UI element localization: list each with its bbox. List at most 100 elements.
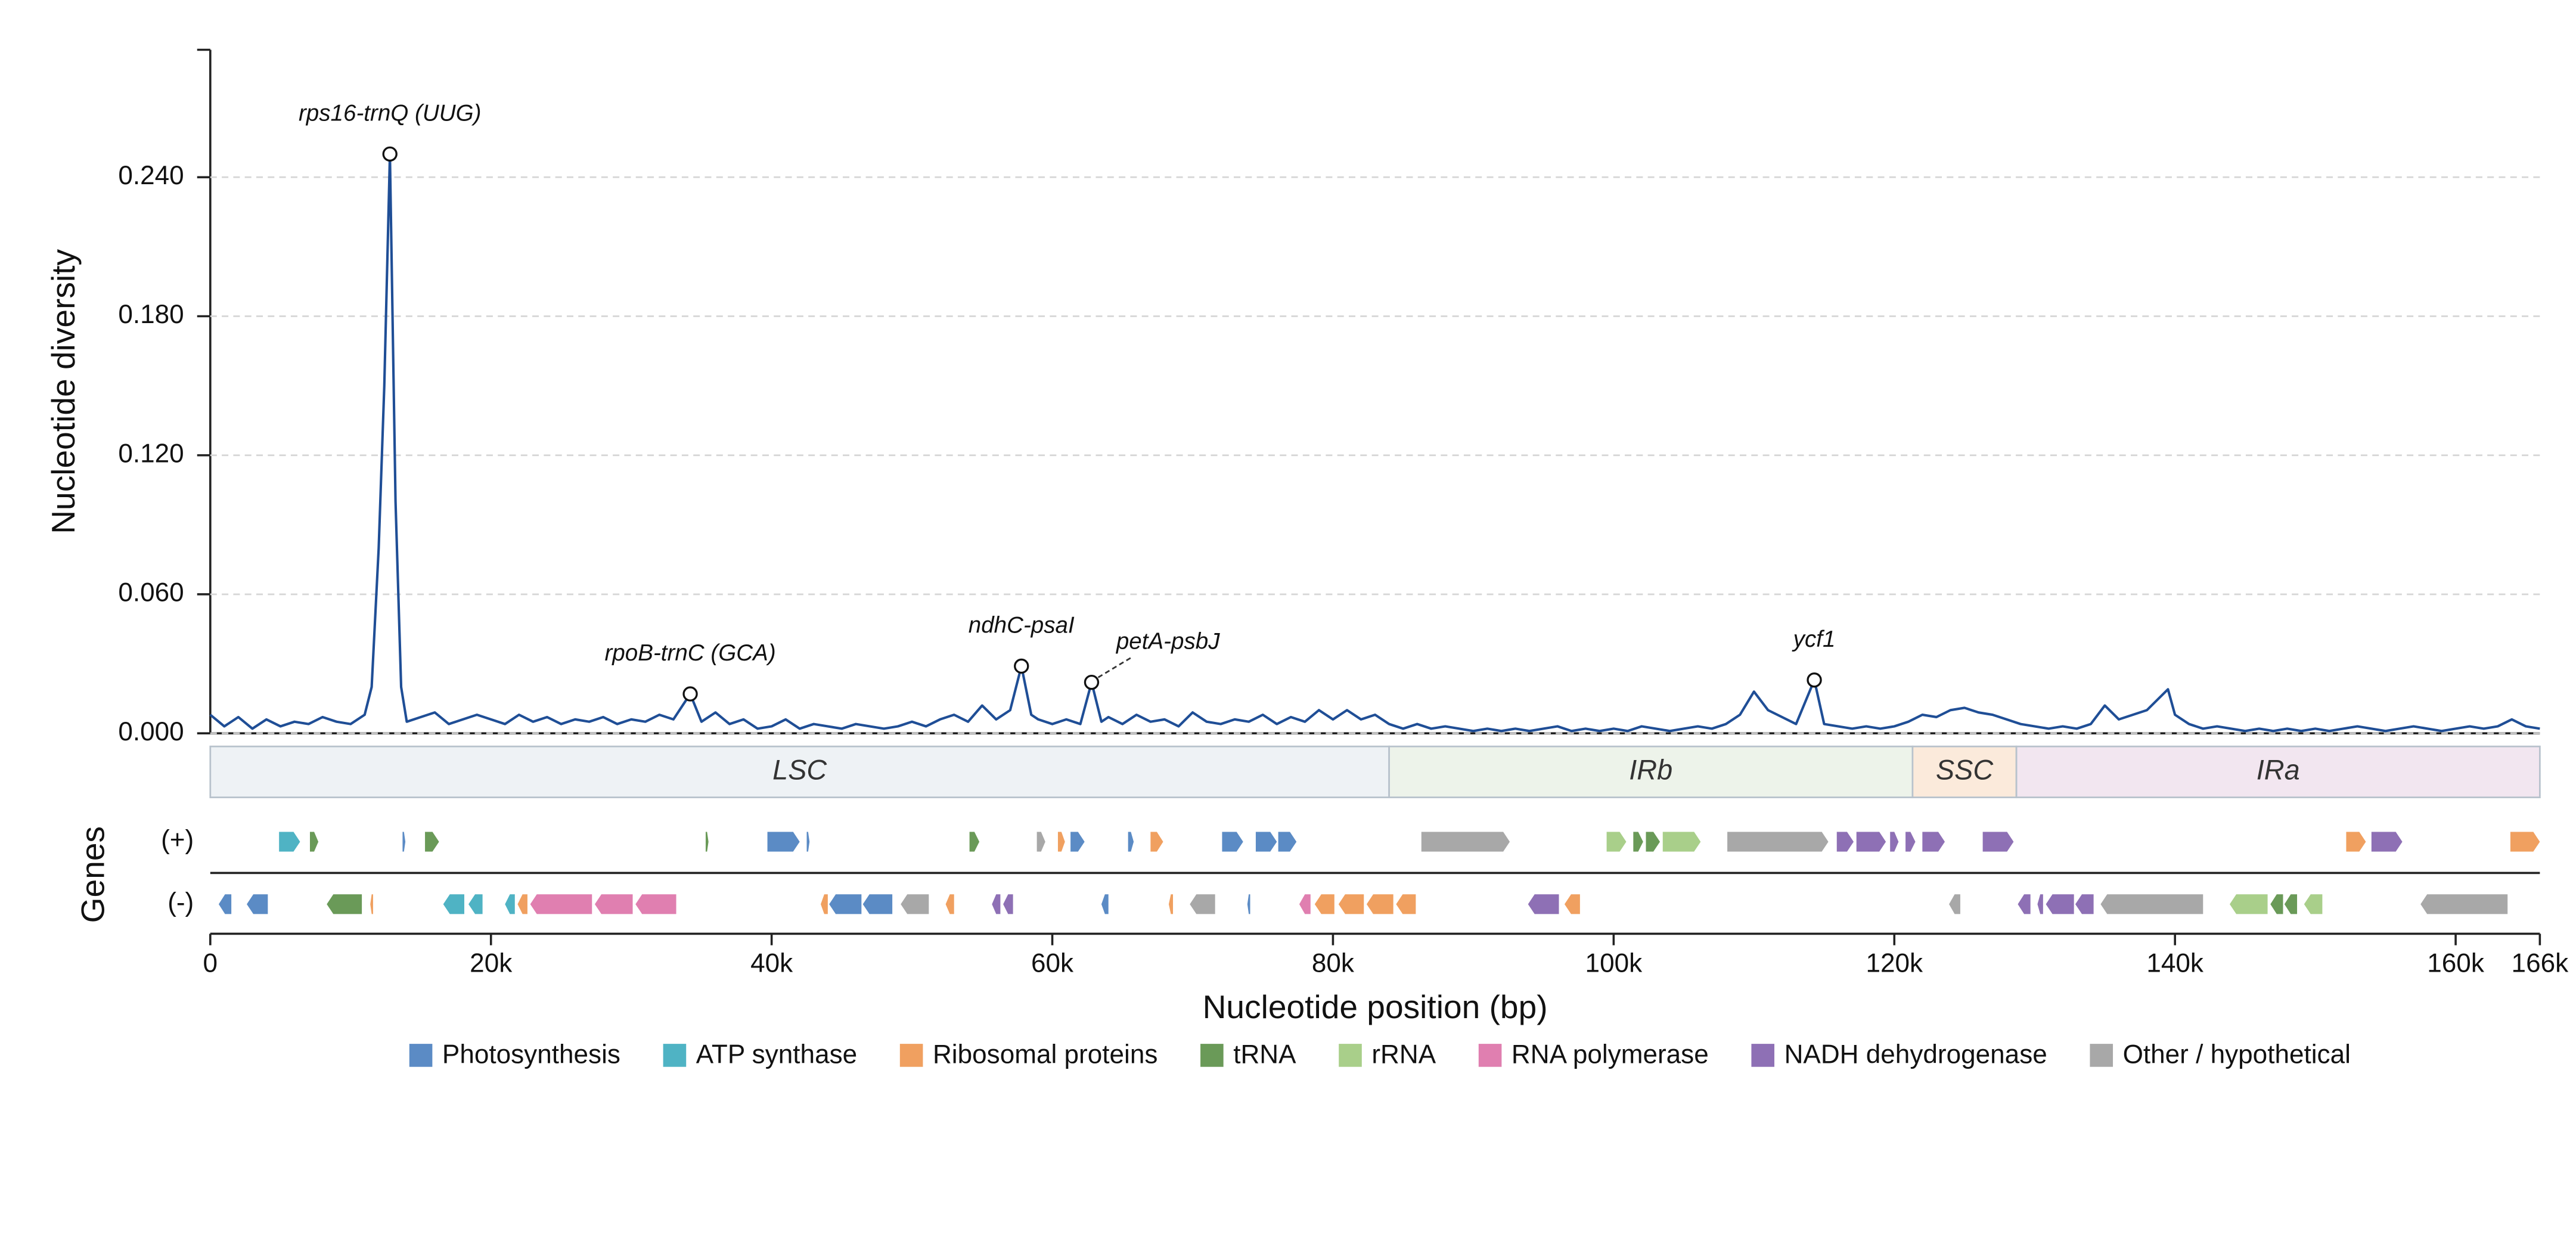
gene-arrow <box>705 832 709 852</box>
x-tick-label: 60k <box>1031 948 1074 978</box>
legend-label: ATP synthase <box>696 1040 857 1069</box>
gene-arrow <box>1905 832 1916 852</box>
gene-arrow <box>327 894 362 914</box>
gene-arrow <box>1662 832 1701 852</box>
gene-arrow <box>2284 894 2298 914</box>
x-tick-label: 0 <box>203 948 218 978</box>
region-label: SSC <box>1936 754 1994 785</box>
peak-marker <box>1014 658 1029 674</box>
legend-swatch <box>1339 1044 1362 1067</box>
peak-label: ndhC-psaI <box>969 612 1075 638</box>
peak-marker <box>382 146 398 162</box>
gene-arrow <box>1528 894 1559 914</box>
region-label: IRa <box>2257 754 2300 785</box>
gene-arrow <box>969 832 980 852</box>
peak-marker <box>1084 674 1100 690</box>
y-tick-label: 0.240 <box>118 161 184 190</box>
gene-arrow <box>806 832 810 852</box>
y-tick-label: 0.120 <box>118 439 184 468</box>
gene-arrow <box>402 832 406 852</box>
gene-arrow <box>309 832 319 852</box>
gene-arrow <box>1982 832 2014 852</box>
region-band <box>2015 745 2541 799</box>
x-tick-label: 166k <box>2512 948 2569 978</box>
gene-arrow <box>1070 832 1085 852</box>
strand-label: (-) <box>167 888 194 917</box>
legend: Photosynthesis ATP synthase Ribosomal prot… <box>409 1040 2351 1069</box>
gene-arrow <box>945 894 954 914</box>
legend-label: RNA polymerase <box>1512 1040 1709 1069</box>
x-tick-label: 140k <box>2146 948 2204 978</box>
legend-label: rRNA <box>1371 1040 1436 1069</box>
gene-arrow <box>1101 894 1109 914</box>
gene-arrow <box>517 894 527 914</box>
gene-arrow <box>1036 832 1045 852</box>
gene-arrow <box>2510 832 2540 852</box>
genes-label: Genes <box>74 826 111 923</box>
y-axis-label: Nucleotide diversity <box>45 249 82 534</box>
region-label: LSC <box>772 754 827 785</box>
gene-arrow <box>821 894 828 914</box>
x-tick-label: 80k <box>1312 948 1355 978</box>
region-band <box>209 745 1391 799</box>
legend-swatch <box>663 1044 687 1067</box>
gene-arrow <box>443 894 464 914</box>
strand-label: (+) <box>161 826 194 855</box>
gene-arrow <box>1890 832 1899 852</box>
gene-arrow <box>1421 832 1510 852</box>
gene-arrow <box>1255 832 1277 852</box>
x-tick-label: 160k <box>2427 948 2485 978</box>
region-band <box>1911 745 2018 799</box>
gene-arrow <box>1922 832 1945 852</box>
gene-arrow <box>505 894 515 914</box>
gene-arrow <box>1057 832 1065 852</box>
peak-leader <box>1097 657 1132 678</box>
gene-arrow <box>468 894 483 914</box>
region-label: IRb <box>1629 754 1672 785</box>
legend-label: Ribosomal proteins <box>933 1040 1157 1069</box>
gene-arrow <box>2230 894 2268 914</box>
gene-arrow <box>2075 894 2094 914</box>
x-tick-label: 20k <box>470 948 513 978</box>
gene-arrow <box>1564 894 1580 914</box>
gene-arrow <box>992 894 1001 914</box>
gene-arrow <box>2346 832 2366 852</box>
gene-arrow <box>1299 894 1311 914</box>
legend-label: Other / hypothetical <box>2123 1040 2351 1069</box>
legend-swatch <box>1478 1044 1502 1067</box>
gene-arrow <box>2100 894 2203 914</box>
gene-arrow <box>1003 894 1013 914</box>
gene-arrow <box>1314 894 1334 914</box>
peak-marker <box>682 686 698 702</box>
legend-swatch <box>1751 1044 1775 1067</box>
diversity-line <box>209 153 2540 733</box>
region-band <box>1388 745 1914 799</box>
y-tick-label: 0.180 <box>118 300 184 329</box>
gene-arrow <box>862 894 893 914</box>
gene-arrow <box>2018 894 2031 914</box>
gene-arrow <box>1150 832 1163 852</box>
gene-arrow <box>2270 894 2283 914</box>
gene-arrow <box>1396 894 1416 914</box>
gene-arrow <box>370 894 373 914</box>
gene-arrow <box>530 894 592 914</box>
legend-swatch <box>1200 1044 1224 1067</box>
gene-arrow <box>218 894 232 914</box>
legend-swatch <box>2090 1044 2113 1067</box>
gene-arrow <box>2371 832 2403 852</box>
gene-arrow <box>635 894 676 914</box>
gene-arrow <box>2046 894 2074 914</box>
legend-swatch <box>409 1044 433 1067</box>
x-tick-label: 40k <box>750 948 793 978</box>
gene-arrow <box>1646 832 1661 852</box>
peak-marker <box>1807 672 1822 688</box>
legend-label: NADH dehydrogenase <box>1784 1040 2047 1069</box>
gene-arrow <box>1727 832 1829 852</box>
legend-swatch <box>899 1044 923 1067</box>
gene-arrow <box>1247 894 1250 914</box>
x-tick-label: 100k <box>1585 948 1643 978</box>
gene-arrow <box>1278 832 1297 852</box>
gene-arrow <box>247 894 268 914</box>
